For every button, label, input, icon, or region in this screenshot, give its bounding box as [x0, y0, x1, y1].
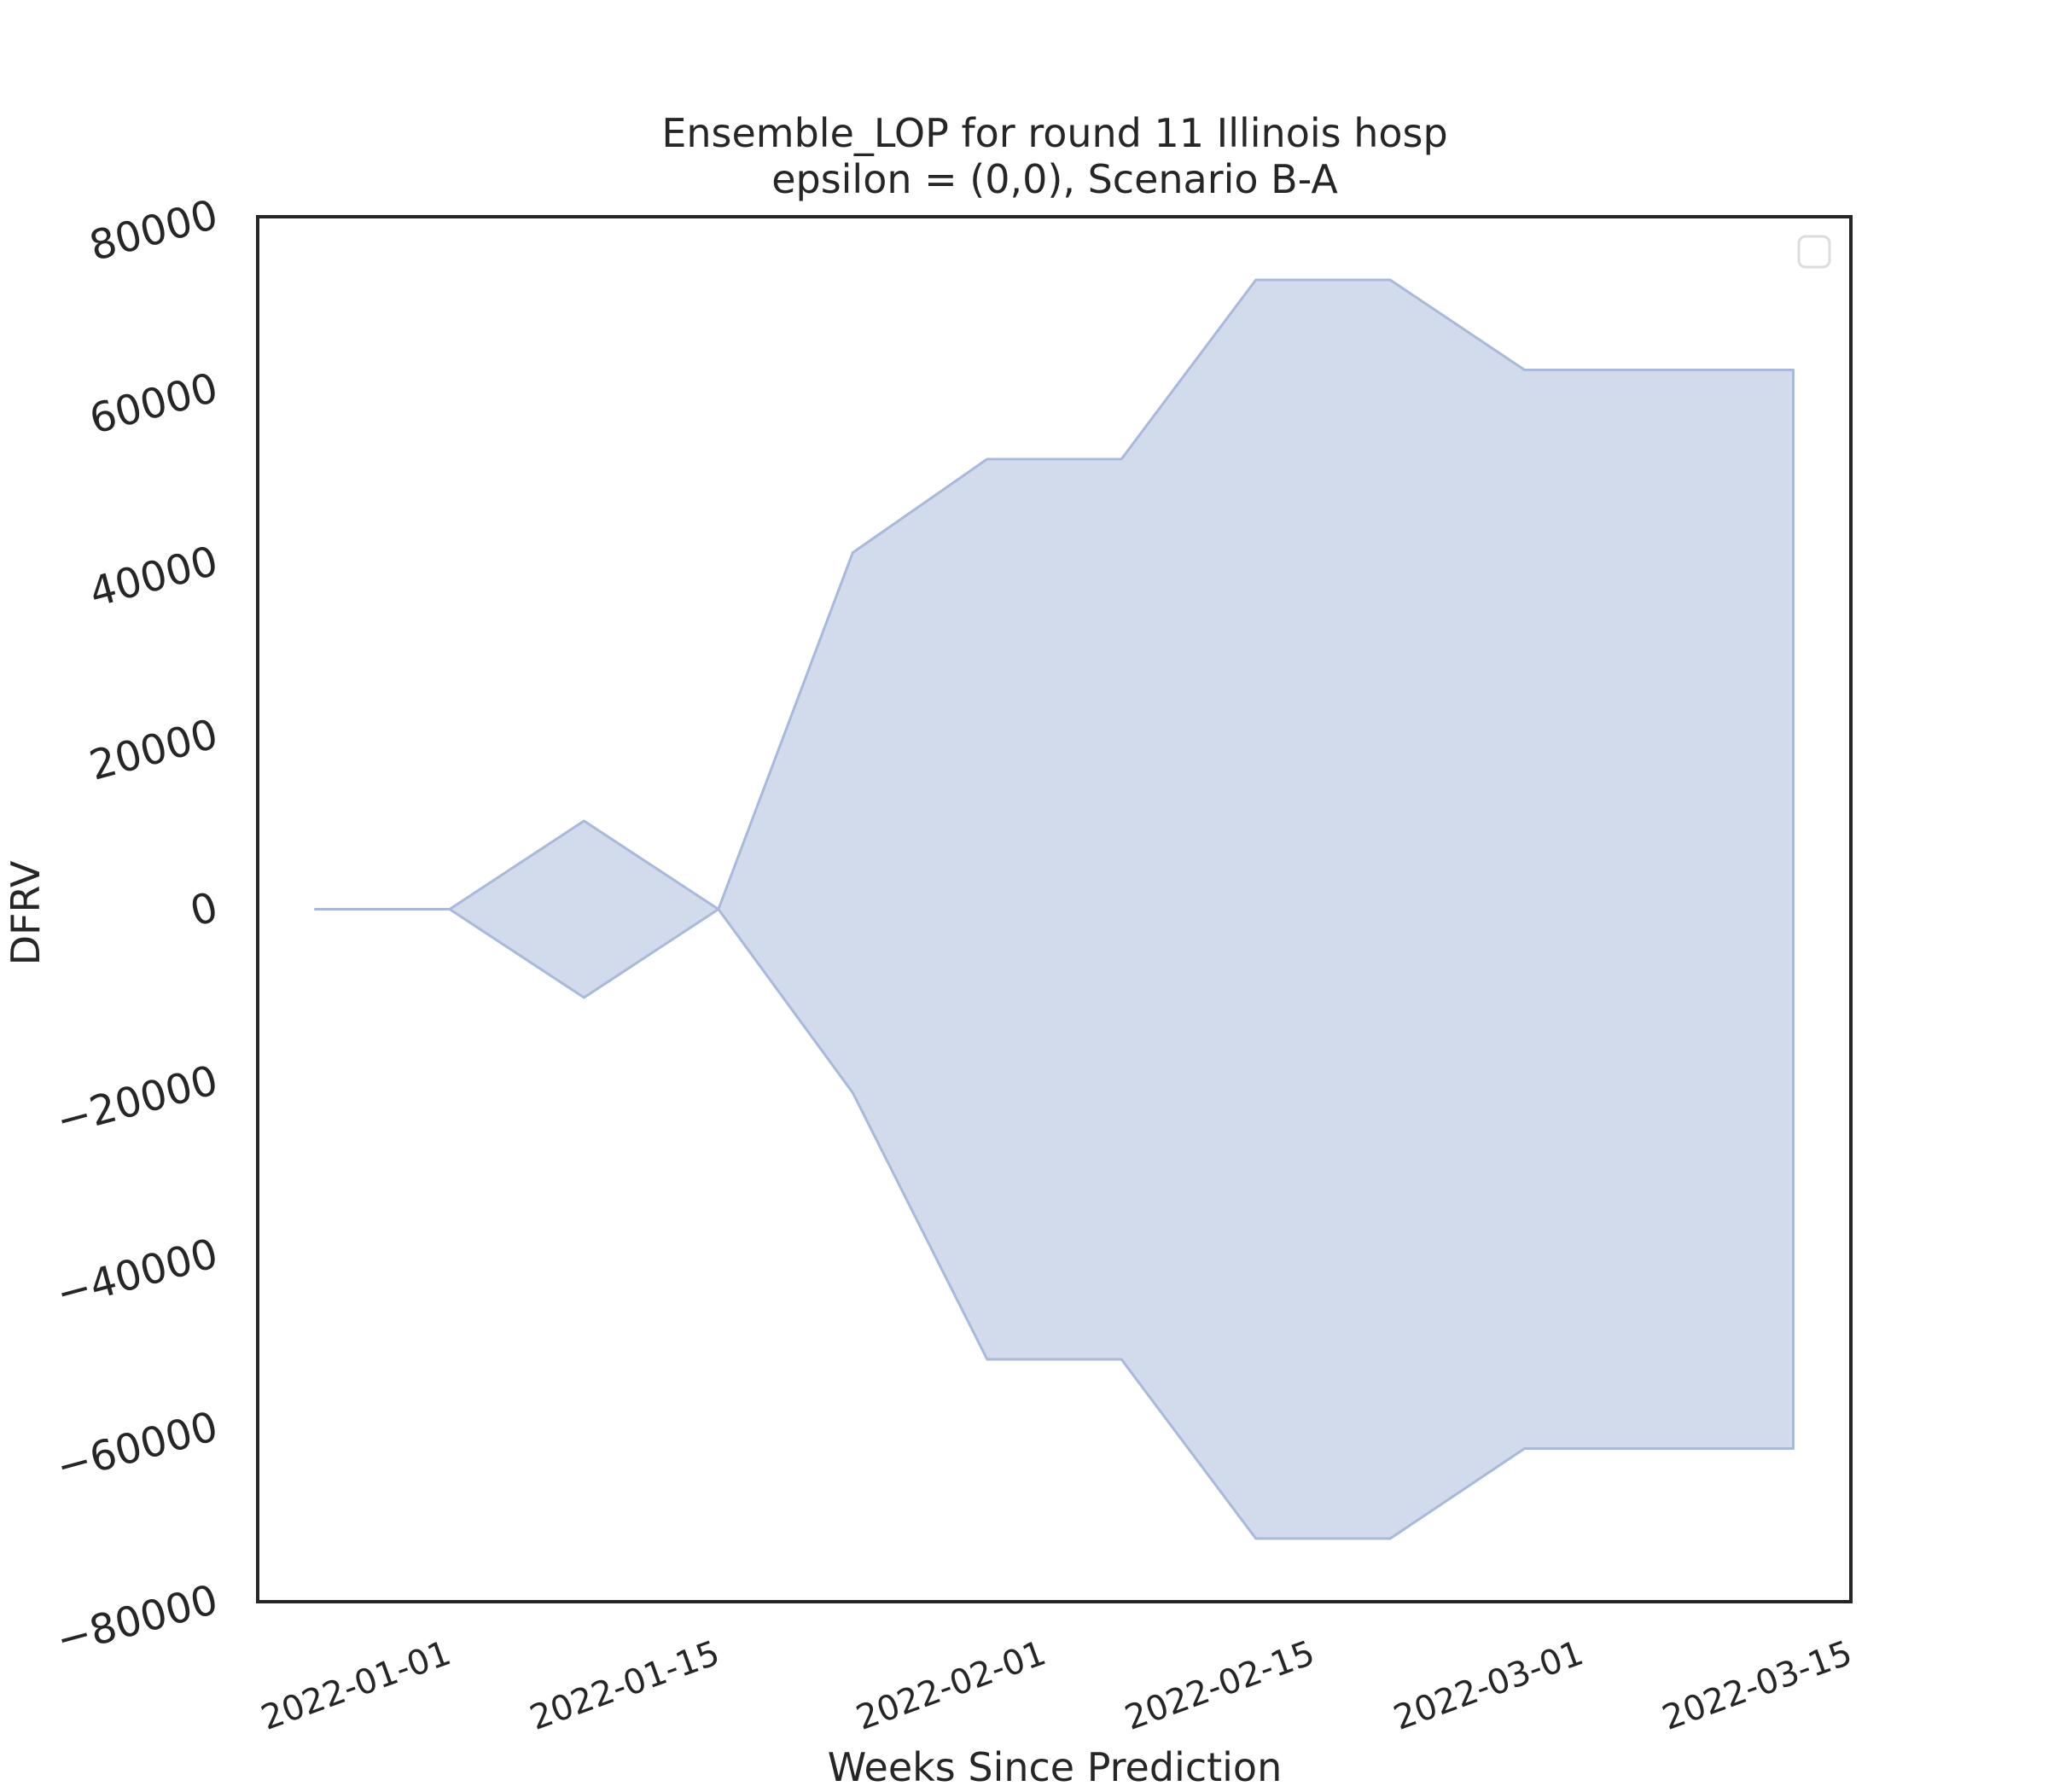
y-tick-label: −40000 [51, 1230, 223, 1318]
x-tick-label: 2022-03-15 [1657, 1633, 1857, 1738]
y-tick-label: −20000 [51, 1056, 223, 1145]
band-series-0 [314, 278, 1795, 1540]
y-axis-label: DFRV [3, 860, 49, 965]
y-tick-label: 0 [185, 883, 223, 936]
x-axis-label: Weeks Since Prediction [828, 1744, 1282, 1790]
y-tick-label: −80000 [51, 1575, 223, 1664]
x-tick-label: 2022-02-01 [852, 1633, 1051, 1738]
y-tick-label: 60000 [84, 364, 223, 444]
y-tick-label: −60000 [51, 1403, 223, 1492]
y-axis-ticks: 80000 60000 40000 20000 0 −20000 −40000 −60000 −… [51, 190, 223, 1664]
x-tick-label: 2022-01-15 [525, 1633, 724, 1738]
confidence-band [314, 278, 1795, 1540]
chart-title-line2: epsilon = (0,0), Scenario B-A [771, 156, 1338, 202]
chart-title-line1: Ensemble_LOP for round 11 Illinois hosp [661, 110, 1447, 156]
y-tick-label: 20000 [84, 710, 223, 790]
x-tick-label: 2022-02-15 [1120, 1633, 1319, 1738]
x-tick-label: 2022-01-01 [256, 1633, 456, 1738]
plot-frame [256, 215, 1853, 1603]
x-axis-ticks: 2022-01-01 2022-01-15 2022-02-01 2022-02-15… [256, 1633, 1857, 1738]
x-tick-label: 2022-03-01 [1388, 1633, 1588, 1738]
y-tick-label: 40000 [84, 537, 223, 617]
legend-box [1797, 235, 1831, 269]
y-tick-label: 80000 [84, 190, 223, 271]
